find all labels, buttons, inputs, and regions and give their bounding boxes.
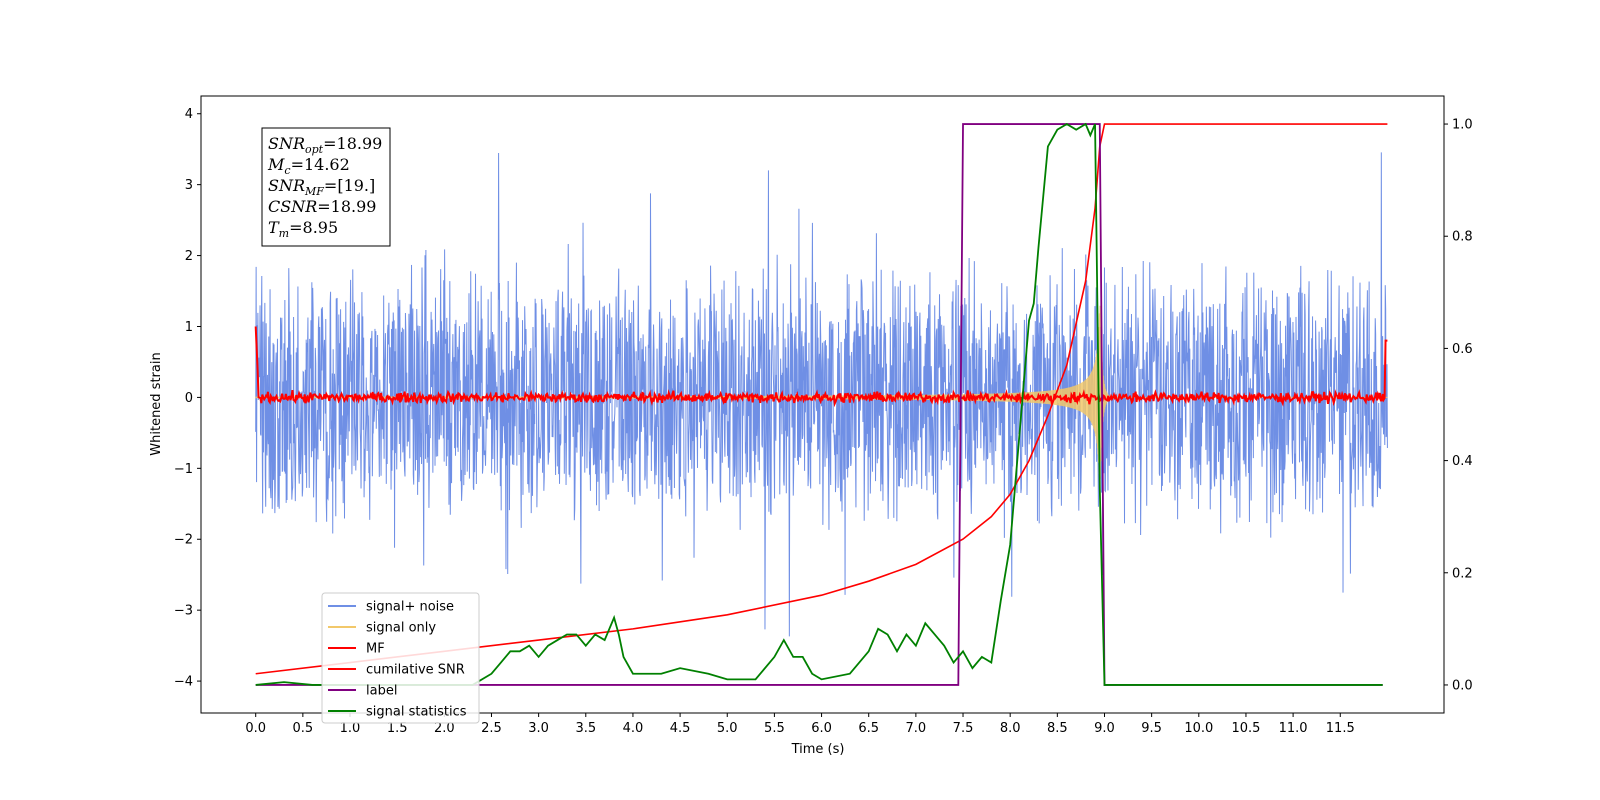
x-tick-label: 8.5: [1047, 721, 1068, 736]
legend-label-label: label: [366, 684, 397, 699]
x-axis-label: Time (s): [791, 742, 845, 757]
x-tick-label: 9.0: [1094, 721, 1115, 736]
y-tick-label-left: 2: [185, 249, 193, 264]
x-tick-label: 5.5: [764, 721, 785, 736]
series-signal-statistics: [255, 122, 1383, 686]
x-tick-label: 10.0: [1184, 721, 1213, 736]
y-tick-label-left: −2: [174, 533, 193, 548]
x-axis: 0.0 0.5 1.0 1.5 2.0 2.5 3.0 3.5 4.0 4.5 5.0 5.5 6.0 6…: [245, 713, 1355, 736]
legend: signal+ noise signal only MF cumilative SNR…: [321, 592, 480, 724]
x-tick-label: 5.0: [717, 721, 738, 736]
annotation-frame: [261, 127, 391, 247]
legend-label-signal-noise: signal+ noise: [366, 600, 454, 615]
series-signal-noise: [255, 152, 1388, 637]
series-layer: [254, 122, 1388, 686]
y-tick-label-right: 0.6: [1452, 342, 1473, 357]
x-tick-label: 0.0: [245, 721, 266, 736]
y-tick-label-left: 4: [185, 107, 193, 122]
x-tick-label: 9.5: [1141, 721, 1162, 736]
x-tick-label: 3.5: [575, 721, 596, 736]
annotation-line: Mc=14.62: [267, 155, 350, 177]
plot-frame: [200, 95, 1445, 714]
y-tick-label-right: 0.4: [1452, 454, 1473, 469]
annotation-line: SNRopt=18.99: [268, 134, 382, 156]
series-mf: [254, 326, 1388, 408]
y-tick-label-left: 1: [185, 320, 193, 335]
y-tick-label-left: −1: [174, 462, 193, 477]
y-tick-label-right: 0.2: [1452, 566, 1473, 581]
legend-frame: [321, 592, 480, 724]
x-tick-label: 11.5: [1326, 721, 1355, 736]
y-tick-label-left: 3: [185, 178, 193, 193]
x-tick-label: 4.0: [623, 721, 644, 736]
y-axis-right: 1.0 0.8 0.6 0.4 0.2 0.0: [1444, 118, 1473, 693]
x-tick-label: 2.0: [434, 721, 455, 736]
x-tick-label: 8.0: [1000, 721, 1021, 736]
y-tick-label-left: −3: [174, 604, 193, 619]
x-tick-label: 1.5: [387, 721, 408, 736]
x-tick-label: 4.5: [670, 721, 691, 736]
annotation-line: Tm=8.95: [268, 218, 338, 240]
y-tick-label-left: −4: [174, 675, 193, 690]
annotation-line: CSNR=18.99: [268, 197, 376, 216]
legend-label-signal-only: signal only: [366, 621, 436, 636]
y-tick-label-right: 0.8: [1452, 230, 1473, 245]
y-axis-left: 4 3 2 1 0 −1 −2 −3 −4: [174, 107, 201, 690]
x-tick-label: 3.0: [528, 721, 549, 736]
y-axis-label: Whitened strain: [149, 352, 164, 455]
x-tick-label: 10.5: [1231, 721, 1260, 736]
x-tick-label: 0.5: [293, 721, 314, 736]
annotation-line: SNRMF=[19.]: [268, 176, 375, 198]
x-tick-label: 6.5: [858, 721, 879, 736]
x-tick-label: 11.0: [1279, 721, 1308, 736]
y-tick-label-right: 1.0: [1452, 118, 1473, 133]
x-tick-label: 2.5: [481, 721, 502, 736]
series-cumilative-snr: [255, 123, 1388, 675]
legend-label-signal-statistics: signal statistics: [366, 705, 467, 720]
x-tick-label: 7.0: [906, 721, 927, 736]
x-tick-label: 6.0: [811, 721, 832, 736]
annotation-box: SNRopt=18.99Mc=14.62SNRMF=[19.]CSNR=18.9…: [261, 127, 391, 247]
x-tick-label: 7.5: [953, 721, 974, 736]
y-tick-label-left: 0: [185, 391, 193, 406]
legend-label-cumilative-snr: cumilative SNR: [366, 663, 465, 678]
x-tick-label: 1.0: [340, 721, 361, 736]
legend-label-mf: MF: [366, 642, 385, 657]
y-tick-label-right: 0.0: [1452, 678, 1473, 693]
